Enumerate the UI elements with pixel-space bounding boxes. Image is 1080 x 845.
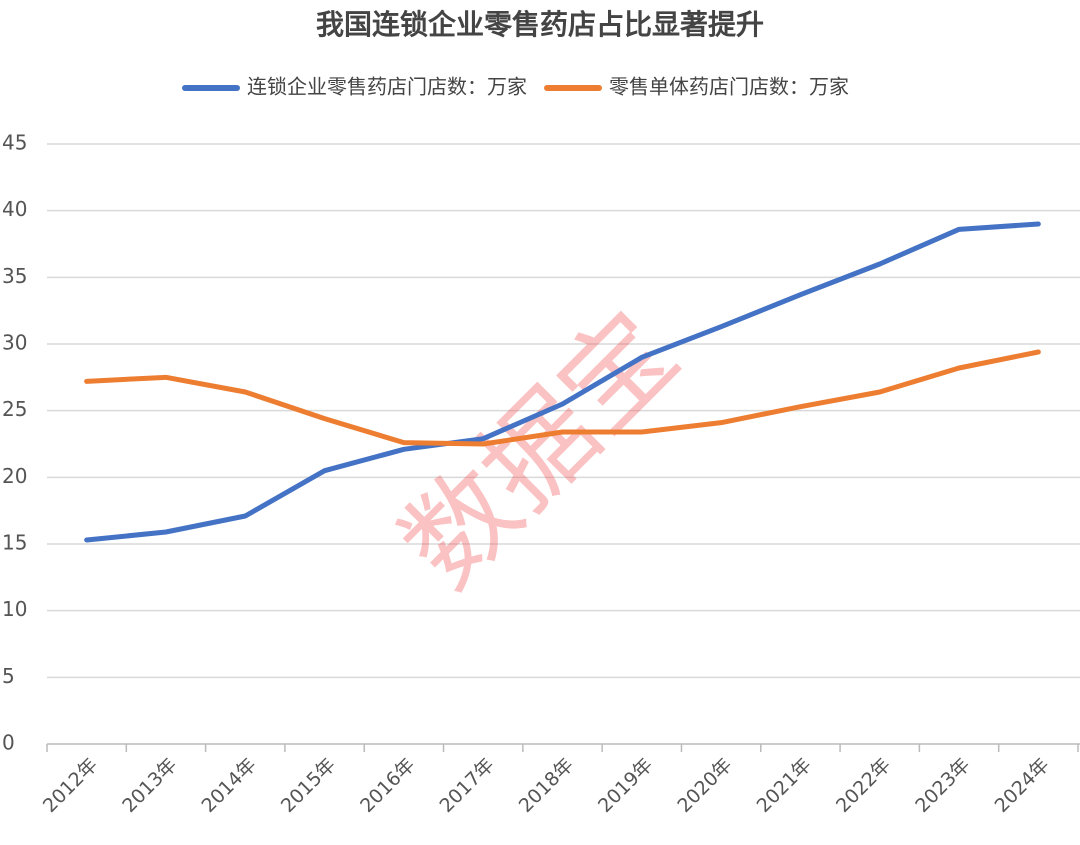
y-tick-label: 20 (2, 464, 27, 488)
y-tick-label: 30 (2, 331, 27, 355)
chart-title: 我国连锁企业零售药店占比显著提升 (316, 8, 764, 41)
x-tick-label: 2015年 (277, 754, 340, 817)
y-tick-label: 45 (2, 131, 27, 155)
y-tick-label: 40 (2, 197, 27, 221)
y-tick-label: 35 (2, 264, 27, 288)
x-tick-label: 2018年 (515, 754, 578, 817)
y-tick-label: 10 (2, 597, 27, 621)
x-tick-label: 2012年 (39, 754, 102, 817)
x-tick-label: 2016年 (356, 754, 419, 817)
y-tick-label: 0 (2, 731, 15, 755)
x-tick-label: 2024年 (991, 754, 1054, 817)
legend-label: 连锁企业零售药店门店数：万家 (247, 75, 527, 99)
x-tick-label: 2022年 (832, 754, 895, 817)
series-line (84, 349, 1041, 447)
x-tick-label: 2020年 (673, 754, 736, 817)
x-tick-label: 2023年 (911, 754, 974, 817)
y-tick-label: 25 (2, 397, 27, 421)
y-tick-label: 15 (2, 531, 27, 555)
x-tick-label: 2017年 (435, 754, 498, 817)
x-tick-label: 2014年 (198, 754, 261, 817)
watermark: 数据宝 (378, 288, 702, 612)
x-tick-label: 2019年 (594, 754, 657, 817)
x-tick-label: 2013年 (118, 754, 181, 817)
y-tick-label: 5 (2, 664, 15, 688)
x-tick-label: 2021年 (753, 754, 816, 817)
legend-label: 零售单体药店门店数：万家 (609, 75, 849, 99)
series-line (84, 221, 1041, 543)
